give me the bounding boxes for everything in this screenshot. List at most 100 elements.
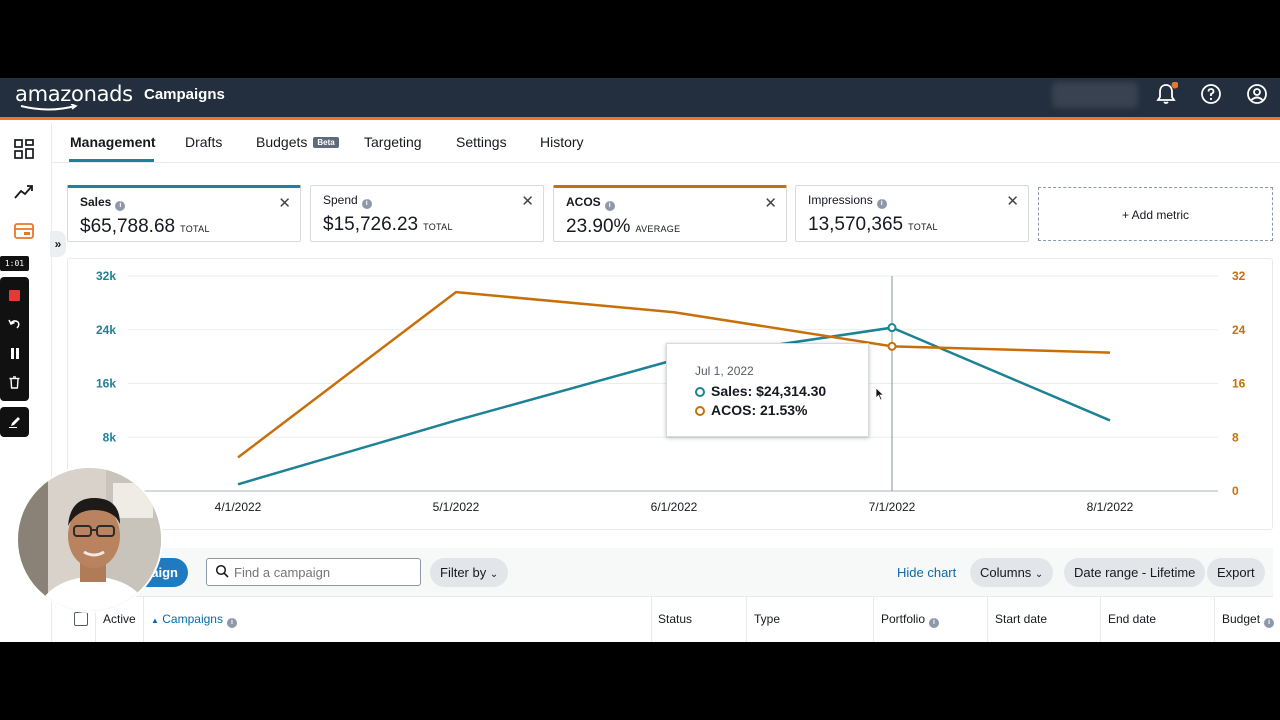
- x-tick-label: 8/1/2022: [1087, 500, 1134, 514]
- presenter-avatar: [18, 468, 161, 611]
- stop-recording-icon[interactable]: [0, 281, 29, 310]
- metric-kind: TOTAL: [423, 222, 453, 232]
- search-input[interactable]: [206, 558, 421, 586]
- tab-history[interactable]: History: [540, 134, 584, 150]
- info-icon[interactable]: i: [929, 618, 940, 628]
- column-divider: [873, 597, 874, 642]
- metric-amount: 13,570,365: [808, 214, 904, 235]
- x-tick-label: 7/1/2022: [869, 500, 916, 514]
- metric-name: ACOS i: [566, 195, 615, 211]
- expand-nav-icon[interactable]: »: [50, 231, 66, 257]
- metric-card-acos[interactable]: ACOS i 23.90% AVERAGE ✕: [553, 185, 787, 242]
- column-divider: [95, 597, 96, 642]
- column-divider: [746, 597, 747, 642]
- webcam-overlay: [16, 466, 163, 613]
- sales-marker-icon: [695, 387, 705, 397]
- column-header-portfolio[interactable]: Portfolio i: [881, 612, 940, 628]
- pause-icon[interactable]: [0, 339, 29, 368]
- close-icon[interactable]: ✕: [278, 195, 291, 212]
- tab-settings[interactable]: Settings: [456, 134, 507, 150]
- metric-name: Sales i: [80, 195, 126, 211]
- column-header-campaigns-label: Campaigns: [162, 612, 223, 626]
- info-icon[interactable]: i: [226, 618, 237, 628]
- metric-name: Spend i: [323, 193, 372, 209]
- column-header-portfolio-label: Portfolio: [881, 612, 926, 626]
- chevron-down-icon: ⌄: [489, 569, 499, 580]
- select-all-checkbox[interactable]: [74, 612, 88, 626]
- info-icon[interactable]: i: [115, 201, 126, 211]
- bell-icon[interactable]: [1154, 82, 1178, 106]
- close-icon[interactable]: ✕: [1006, 193, 1019, 210]
- x-tick-label: 6/1/2022: [651, 500, 698, 514]
- chart-canvas[interactable]: 32k 24k 16k 8k 32 24 16 8 0 4/1/2022 5/1/2022 6/1/2…: [68, 259, 1274, 531]
- metric-amount: $15,726.23: [323, 214, 419, 235]
- column-header-start-date[interactable]: Start date: [995, 612, 1048, 626]
- help-icon[interactable]: [1199, 82, 1223, 106]
- undo-icon[interactable]: [0, 310, 29, 339]
- tab-budgets[interactable]: Budgets Beta: [256, 134, 339, 150]
- dashboard-icon[interactable]: [13, 138, 35, 160]
- info-icon[interactable]: i: [876, 199, 887, 209]
- metric-kind: AVERAGE: [635, 224, 681, 234]
- filter-by-button[interactable]: Filter by ⌄: [430, 558, 509, 587]
- table-header: Active ▲ Campaigns i Status Type Portfoli…: [67, 596, 1275, 642]
- column-divider: [1214, 597, 1215, 642]
- column-header-campaigns[interactable]: ▲ Campaigns i: [151, 612, 237, 628]
- column-header-budget[interactable]: Budget i: [1222, 612, 1275, 628]
- chart-tooltip: Jul 1, 2022 Sales: $24,314.30 ACOS: 21.5…: [666, 343, 869, 437]
- metric-name: Impressions i: [808, 193, 887, 209]
- recording-timer: 1:01: [0, 256, 29, 271]
- export-button[interactable]: Export: [1207, 558, 1265, 587]
- logo-smile-icon: [20, 104, 78, 111]
- hide-chart-link[interactable]: Hide chart: [897, 565, 957, 580]
- info-icon[interactable]: i: [604, 201, 615, 211]
- metric-value: $65,788.68 TOTAL: [80, 216, 210, 238]
- metric-card-spend[interactable]: Spend i $15,726.23 TOTAL ✕: [310, 185, 544, 242]
- tab-management[interactable]: Management: [70, 134, 156, 150]
- filter-by-label: Filter by: [440, 565, 487, 580]
- metric-label: Spend: [323, 193, 358, 207]
- mouse-cursor-icon: [875, 387, 885, 401]
- performance-chart: 32k 24k 16k 8k 32 24 16 8 0 4/1/2022 5/1/2022 6/1/2…: [67, 258, 1273, 530]
- info-icon[interactable]: i: [1264, 618, 1275, 628]
- columns-button[interactable]: Columns ⌄: [970, 558, 1054, 587]
- search-icon: [215, 564, 229, 578]
- close-icon[interactable]: ✕: [521, 193, 534, 210]
- columns-label: Columns: [980, 565, 1032, 580]
- column-header-status[interactable]: Status: [658, 612, 693, 626]
- beta-badge: Beta: [313, 137, 339, 148]
- metric-value: $15,726.23 TOTAL: [323, 214, 453, 236]
- active-tab-indicator: [69, 159, 154, 162]
- close-icon[interactable]: ✕: [764, 195, 777, 212]
- tab-targeting[interactable]: Targeting: [364, 134, 422, 150]
- plus-icon: +: [1121, 208, 1129, 222]
- date-range-button[interactable]: Date range - Lifetime: [1064, 558, 1206, 587]
- metric-card-impressions[interactable]: Impressions i 13,570,365 TOTAL ✕: [795, 185, 1029, 242]
- add-metric-button[interactable]: + Add metric: [1038, 187, 1273, 241]
- trend-icon[interactable]: [13, 180, 35, 202]
- tooltip-acos: ACOS: 21.53%: [695, 402, 807, 418]
- acos-marker-icon: [695, 406, 705, 416]
- column-header-end-date[interactable]: End date: [1108, 612, 1157, 626]
- column-header-type[interactable]: Type: [754, 612, 781, 626]
- top-nav-bar: amazonads Campaigns: [0, 78, 1280, 120]
- delete-icon[interactable]: [0, 368, 29, 397]
- y-left-tick-label: 16k: [96, 377, 116, 391]
- x-tick-label: 4/1/2022: [215, 500, 262, 514]
- info-icon[interactable]: i: [361, 199, 372, 209]
- hover-point-acos: [887, 341, 897, 351]
- campaigns-icon[interactable]: [13, 220, 35, 242]
- metric-card-sales[interactable]: Sales i $65,788.68 TOTAL ✕: [67, 185, 301, 242]
- user-profile-icon[interactable]: [1245, 82, 1269, 106]
- y-right-tick-label: 16: [1232, 377, 1246, 391]
- tooltip-date: Jul 1, 2022: [695, 364, 754, 378]
- amazon-ads-logo[interactable]: amazonads: [15, 82, 133, 106]
- page-title: Campaigns: [144, 86, 225, 103]
- column-header-active[interactable]: Active: [103, 612, 136, 626]
- account-selector[interactable]: [1052, 82, 1138, 108]
- y-right-tick-label: 32: [1232, 269, 1246, 283]
- tab-drafts[interactable]: Drafts: [185, 134, 223, 150]
- pen-icon[interactable]: [0, 407, 29, 437]
- tab-bar: Management Drafts Budgets Beta Targeting …: [52, 123, 1280, 163]
- y-left-tick-label: 24k: [96, 323, 116, 337]
